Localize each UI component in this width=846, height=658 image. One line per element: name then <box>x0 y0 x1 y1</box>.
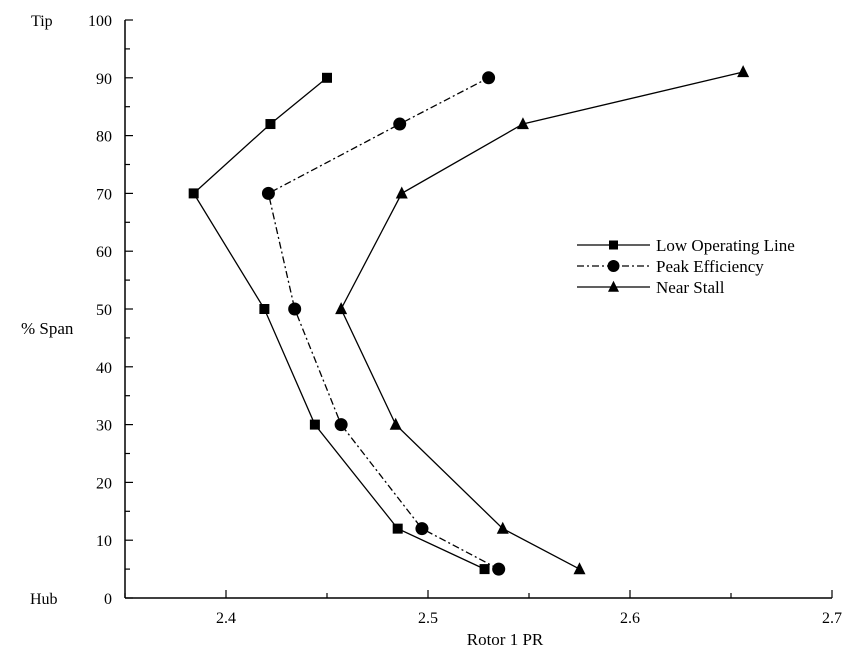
y-tick-label: 100 <box>88 13 112 30</box>
series-layer <box>188 65 750 576</box>
square-marker <box>479 564 490 575</box>
square-marker <box>322 72 332 83</box>
legend: Low Operating Line Peak Efficiency Near St… <box>577 236 795 297</box>
square-marker <box>609 240 618 250</box>
series-peak-efficiency <box>261 71 506 576</box>
series-line <box>340 71 744 570</box>
y-tick-label: 70 <box>96 186 112 203</box>
square-marker <box>188 188 199 199</box>
square-marker <box>259 304 270 314</box>
series-line <box>267 77 500 570</box>
circle-marker <box>261 186 275 200</box>
series-low-operating-line <box>188 72 490 575</box>
series-line <box>192 77 485 570</box>
legend-label: Low Operating Line <box>656 236 795 255</box>
triangle-marker <box>516 117 529 130</box>
y-tick-label: 60 <box>96 244 112 261</box>
circle-marker <box>288 302 302 316</box>
y-tick-label: 20 <box>96 475 112 492</box>
square-marker <box>392 523 403 534</box>
axes <box>124 20 832 599</box>
y-tick-label: 30 <box>96 418 112 435</box>
y-axis-bottom-label: Hub <box>30 591 58 608</box>
y-axis-title: % Span <box>21 319 74 338</box>
y-tick-label: 0 <box>104 591 112 608</box>
y-tick-label: 50 <box>96 302 112 319</box>
y-tick-label: 10 <box>96 533 112 550</box>
y-tick-label: 40 <box>96 360 112 377</box>
circle-marker <box>492 562 506 576</box>
y-tick-label: 90 <box>96 71 112 88</box>
circle-marker <box>607 260 620 272</box>
legend-item: Low Operating Line <box>577 236 795 255</box>
triangle-marker <box>496 521 509 534</box>
ticks: 0 10 20 30 40 50 60 70 80 90 100 2.4 2.5 2.6 2.7 <box>88 13 842 627</box>
circle-marker <box>415 522 429 536</box>
legend-item: Peak Efficiency <box>577 257 764 276</box>
x-tick-label: 2.5 <box>418 610 438 627</box>
square-marker <box>265 119 276 130</box>
legend-label: Peak Efficiency <box>656 257 764 276</box>
x-tick-label: 2.6 <box>620 610 640 627</box>
y-tick-label: 80 <box>96 129 112 146</box>
legend-item: Near Stall <box>577 278 725 297</box>
x-axis-title: Rotor 1 PR <box>467 630 544 649</box>
triangle-marker <box>573 562 586 575</box>
circle-marker <box>334 418 348 432</box>
triangle-marker <box>608 280 619 292</box>
circle-marker <box>393 117 407 131</box>
triangle-marker <box>737 65 750 78</box>
legend-label: Near Stall <box>656 278 725 297</box>
triangle-marker <box>389 417 402 430</box>
x-tick-label: 2.4 <box>216 610 236 627</box>
series-near-stall <box>335 65 750 575</box>
x-tick-label: 2.7 <box>822 610 842 627</box>
square-marker <box>309 419 320 430</box>
y-axis-top-label: Tip <box>31 13 53 30</box>
triangle-marker <box>335 302 348 315</box>
circle-marker <box>482 71 496 85</box>
triangle-marker <box>395 186 408 199</box>
